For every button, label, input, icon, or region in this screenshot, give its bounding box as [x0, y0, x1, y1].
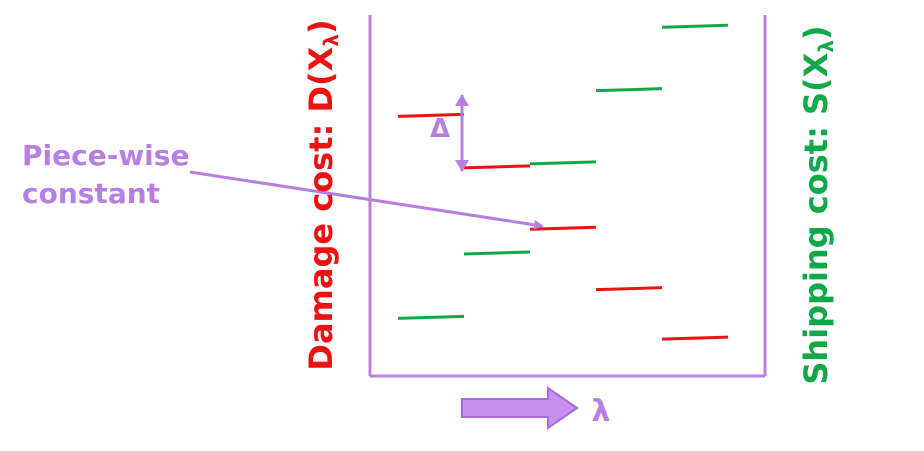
shipping-step-3 — [529, 160, 597, 166]
shipping-steps-group — [397, 23, 729, 320]
annotation-line2: constant — [22, 177, 160, 210]
damage-step-2 — [463, 164, 531, 170]
delta-arrow — [455, 94, 469, 172]
shipping-step-2 — [463, 250, 531, 256]
left-axis-title: Damage cost: D(Xλ) — [302, 19, 343, 370]
damage-step-1 — [397, 112, 465, 118]
shipping-step-4 — [595, 87, 663, 93]
shipping-step-1 — [397, 314, 465, 320]
damage-step-5 — [661, 335, 729, 341]
right-axis-title: Shipping cost: S(Xλ) — [797, 25, 838, 384]
lambda-direction-arrow — [461, 386, 579, 430]
damage-steps-group — [397, 112, 729, 341]
annotation-line1: Piece-wise — [22, 139, 189, 172]
damage-step-3 — [529, 225, 597, 231]
shipping-step-5 — [661, 23, 729, 29]
x-axis-lambda-label: λ — [592, 394, 611, 429]
annotation-pointer-arrow — [189, 170, 544, 230]
delta-label: Δ — [430, 114, 450, 144]
damage-step-4 — [595, 286, 663, 292]
